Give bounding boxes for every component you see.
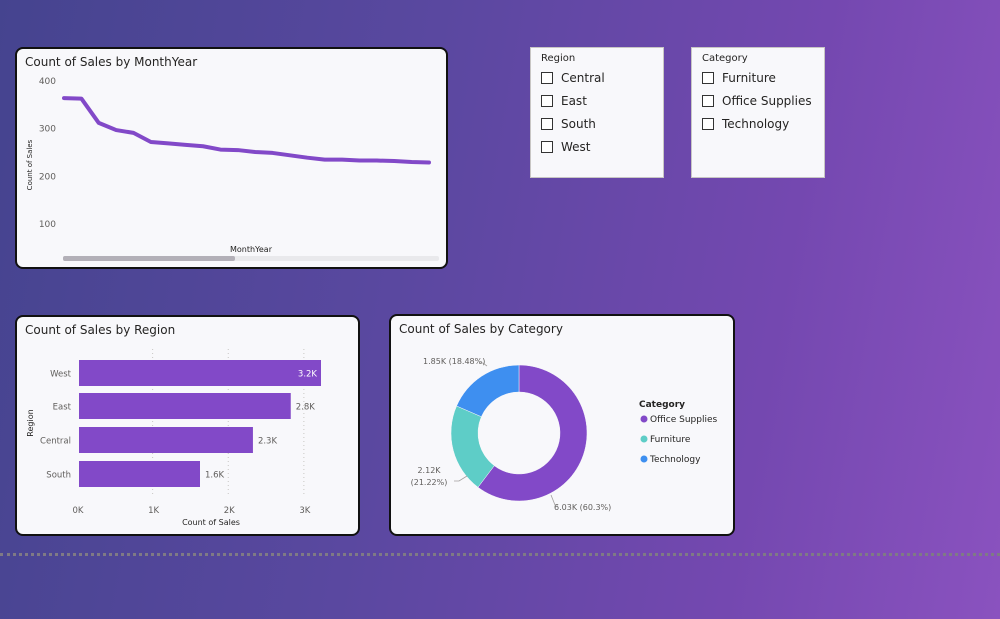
legend-item: Office Supplies (650, 415, 718, 425)
category-label: Central (40, 437, 71, 447)
y-tick-label: 400 (39, 77, 56, 87)
x-tick-label: 1K (148, 506, 159, 516)
slice-technology (456, 364, 520, 418)
category-label: West (50, 370, 72, 380)
region-option-south[interactable]: South (541, 116, 596, 132)
leader-line (454, 475, 468, 482)
slice-label: 1.85K (18.48%) (423, 357, 485, 366)
y-axis-label: Region (26, 409, 35, 436)
category-option-office-supplies[interactable]: Office Supplies (702, 93, 812, 109)
leader-line (479, 362, 488, 367)
checkbox[interactable] (541, 118, 553, 130)
legend-item: Technology (649, 455, 701, 465)
region-slicer-title: Region (541, 53, 576, 64)
slice-office-supplies (477, 364, 588, 502)
slice-label: (21.22%) (411, 478, 448, 487)
region-option-label: East (561, 94, 587, 108)
x-tick-label: 0K (73, 506, 84, 516)
legend-title: Category (639, 400, 685, 410)
bar-chart: West 3.2K East 2.8K Central 2.3K South 1.6K 0K 1K… (26, 349, 321, 527)
donut-chart: 6.03K (60.3%) 2.12K (21.22%) 1.85K (18.48%)… (411, 357, 718, 512)
bar-chart-card[interactable]: Count of Sales by Region West 3.2K East 2.8… (15, 315, 360, 536)
bar-west (79, 360, 321, 386)
region-option-west[interactable]: West (541, 139, 591, 155)
checkbox[interactable] (702, 118, 714, 130)
bar-central (79, 427, 253, 453)
line-chart-card[interactable]: Count of Sales by MonthYear 100 200 300 400… (15, 47, 448, 269)
y-tick-label: 200 (39, 172, 56, 182)
region-option-label: South (561, 117, 596, 131)
bar-south (79, 461, 200, 487)
checkbox[interactable] (541, 72, 553, 84)
x-axis-label: MonthYear (230, 245, 273, 254)
series-line (62, 96, 431, 165)
checkbox[interactable] (541, 95, 553, 107)
page-divider (0, 553, 1000, 556)
checkbox[interactable] (541, 141, 553, 153)
y-axis-label: Count of Sales (26, 139, 34, 190)
legend-marker (640, 455, 648, 463)
region-option-central[interactable]: Central (541, 70, 605, 86)
checkbox[interactable] (702, 95, 714, 107)
donut-chart-title: Count of Sales by Category (399, 322, 563, 336)
legend-item: Furniture (650, 435, 691, 445)
data-label: 3.2K (298, 370, 318, 380)
legend-marker (640, 415, 648, 423)
line-chart: 100 200 300 400 Count of Sales MonthYear (26, 77, 439, 261)
y-tick-label: 100 (39, 220, 56, 230)
leader-line (550, 494, 558, 506)
category-label: East (53, 403, 72, 413)
category-option-label: Furniture (722, 71, 776, 85)
slice-label: 2.12K (417, 466, 441, 475)
line-chart-title: Count of Sales by MonthYear (25, 55, 198, 69)
x-tick-label: 2K (224, 506, 235, 516)
y-tick-label: 300 (39, 125, 56, 135)
slice-label: 6.03K (60.3%) (554, 503, 611, 512)
category-option-technology[interactable]: Technology (702, 116, 789, 132)
region-option-east[interactable]: East (541, 93, 587, 109)
category-option-furniture[interactable]: Furniture (702, 70, 776, 86)
donut-chart-card[interactable]: Count of Sales by Category 6.03K (60.3%)… (389, 314, 735, 536)
data-label: 2.3K (258, 437, 278, 447)
bar-chart-title: Count of Sales by Region (25, 323, 176, 337)
category-label: South (46, 471, 71, 481)
region-option-label: West (561, 140, 591, 154)
legend-marker (640, 435, 648, 443)
category-option-label: Office Supplies (722, 94, 812, 108)
category-slicer-title: Category (702, 53, 748, 64)
data-label: 2.8K (296, 403, 316, 413)
checkbox[interactable] (702, 72, 714, 84)
data-label: 1.6K (205, 471, 225, 481)
category-slicer: Category Furniture Office Supplies Techn… (691, 47, 825, 178)
x-axis-label: Count of Sales (182, 518, 240, 527)
category-option-label: Technology (722, 117, 790, 131)
scrollbar-thumb (63, 256, 235, 261)
x-tick-label: 3K (299, 506, 310, 516)
region-slicer: Region Central East South West (530, 47, 664, 178)
region-option-label: Central (561, 71, 605, 85)
bar-east (79, 393, 291, 419)
